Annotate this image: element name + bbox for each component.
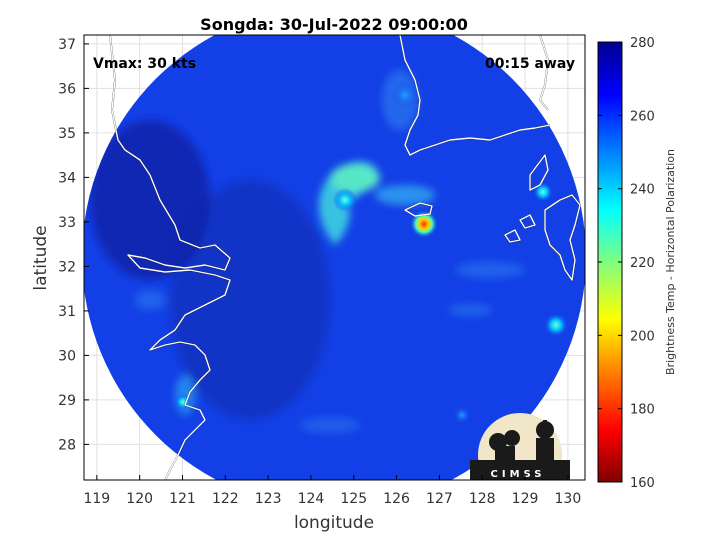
figure-title: Songda: 30-Jul-2022 09:00:00 (200, 15, 468, 34)
cold-cell-east (544, 313, 568, 337)
cimss-logo: CIMSS (470, 413, 570, 480)
coastline-china (109, 35, 231, 480)
convective-cells (175, 81, 568, 424)
cell-north (391, 81, 419, 109)
coastline-jeju-white (404, 202, 433, 217)
x-tick-label: 120 (126, 491, 153, 507)
time-offset-label: 00:15 away (485, 56, 575, 72)
x-tick-label: 126 (383, 491, 410, 507)
colorbar-ticks: 160 180 200 220 240 260 280 (598, 36, 655, 491)
dark-cold-region (170, 180, 330, 420)
y-axis-label: latitude (31, 225, 51, 290)
x-axis: 119 120 121 122 123 124 125 126 127 128 129 130 (83, 475, 581, 507)
colorbar-tick-label: 220 (630, 256, 655, 271)
coastline-islands-2-white (519, 214, 536, 229)
x-tick-label: 129 (512, 491, 539, 507)
y-tick-label: 29 (58, 393, 76, 409)
x-tick-label: 123 (255, 491, 282, 507)
cold-cell-northeast (533, 182, 553, 202)
y-tick-label: 36 (58, 81, 76, 97)
hot-cell-center (410, 210, 438, 238)
x-tick-label: 119 (83, 491, 110, 507)
map-panel: Vmax: 30 kts 00:15 away CIMSS (83, 34, 586, 481)
logo-text: CIMSS (491, 469, 546, 480)
colorbar-tick-label: 280 (630, 36, 655, 51)
colorbar-tick-label: 160 (630, 476, 655, 491)
y-tick-label: 31 (58, 304, 76, 320)
x-tick-label: 128 (469, 491, 496, 507)
x-tick-label: 127 (426, 491, 453, 507)
colorbar: 160 180 200 220 240 260 280 Brightness Temp - … (597, 36, 677, 491)
rainband-north (330, 164, 380, 192)
plot-frame (83, 34, 586, 481)
band-east-2 (448, 304, 492, 316)
band-south (300, 417, 360, 433)
y-tick-label: 34 (58, 170, 76, 186)
y-tick-label: 37 (58, 37, 76, 53)
y-tick-label: 35 (58, 126, 76, 142)
y-axis: 28 29 30 31 32 33 34 35 36 37 (58, 37, 89, 453)
colorbar-tick-label: 200 (630, 329, 655, 344)
coastline-kyushu-white (544, 194, 581, 281)
storm-features (90, 70, 525, 433)
cell-southeast (453, 406, 471, 424)
y-tick-label: 28 (58, 437, 76, 453)
y-tick-label: 30 (58, 348, 76, 364)
x-tick-label: 121 (169, 491, 196, 507)
x-tick-label: 122 (212, 491, 239, 507)
x-axis-label: longitude (294, 513, 374, 533)
x-tick-label: 124 (298, 491, 325, 507)
y-tick-label: 33 (58, 215, 76, 231)
rainband-northeast (375, 185, 435, 205)
vmax-label: Vmax: 30 kts (93, 56, 196, 72)
coastline-korea-east-white (539, 35, 549, 111)
x-tick-label: 125 (340, 491, 367, 507)
colorbar-tick-label: 180 (630, 403, 655, 418)
brightness-temp-swath (84, 35, 585, 480)
cold-cell-core (333, 188, 357, 212)
x-tick-label: 130 (555, 491, 582, 507)
coastline-japan-white (529, 154, 549, 191)
coastline-islands-1-white (504, 229, 521, 243)
coastline (109, 35, 581, 480)
band-west (135, 290, 165, 310)
logo-building-icon (470, 420, 570, 480)
band-east-1 (455, 262, 525, 278)
coastline-korea (399, 35, 551, 156)
colorbar-tick-label: 260 (630, 109, 655, 124)
colorbar-label: Brightness Temp - Horizontal Polarizatio… (664, 149, 677, 375)
y-tick-label: 32 (58, 259, 76, 275)
colorbar-tick-label: 240 (630, 183, 655, 198)
